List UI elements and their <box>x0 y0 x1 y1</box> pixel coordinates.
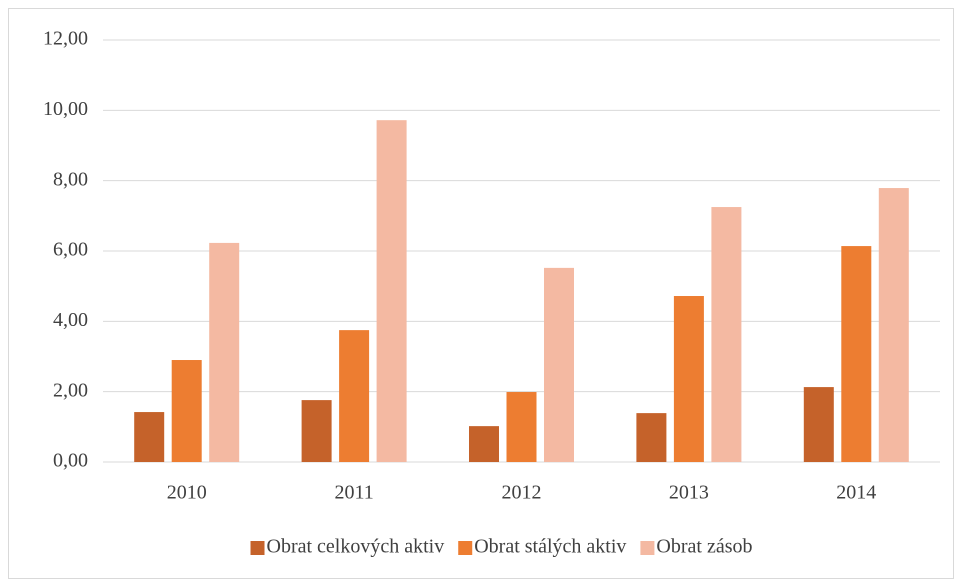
legend-swatch <box>640 541 655 555</box>
x-tick-label: 2011 <box>334 482 373 504</box>
legend-label: Obrat zásob <box>656 536 752 558</box>
y-tick-label: 8,00 <box>53 168 88 190</box>
y-tick-label: 2,00 <box>53 379 88 401</box>
bar <box>301 400 332 462</box>
y-tick-label: 6,00 <box>53 239 88 261</box>
bar <box>209 242 240 462</box>
x-tick-label: 2014 <box>836 482 876 504</box>
bar <box>803 387 834 462</box>
x-tick-label: 2013 <box>669 482 709 504</box>
x-tick-label: 2010 <box>167 482 207 504</box>
bar <box>171 360 202 462</box>
bar <box>841 246 872 462</box>
y-tick-label: 0,00 <box>53 450 88 472</box>
y-tick-label: 10,00 <box>43 98 88 120</box>
bar <box>506 392 537 462</box>
legend-label: Obrat stálých aktiv <box>474 536 626 558</box>
bar <box>469 426 499 462</box>
bar <box>376 120 407 463</box>
bar <box>878 188 909 462</box>
bar <box>711 207 742 462</box>
bar <box>673 296 704 462</box>
y-tick-label: 4,00 <box>53 309 88 331</box>
y-tick-label: 12,00 <box>43 28 88 50</box>
x-tick-label: 2012 <box>502 482 542 504</box>
legend-label: Obrat celkových aktiv <box>267 536 445 558</box>
bar <box>134 412 165 462</box>
bar <box>636 413 667 462</box>
legend-swatch <box>250 541 265 555</box>
bar <box>339 330 370 462</box>
legend-swatch <box>458 541 473 555</box>
chart-border <box>8 8 954 579</box>
bar <box>544 267 574 462</box>
